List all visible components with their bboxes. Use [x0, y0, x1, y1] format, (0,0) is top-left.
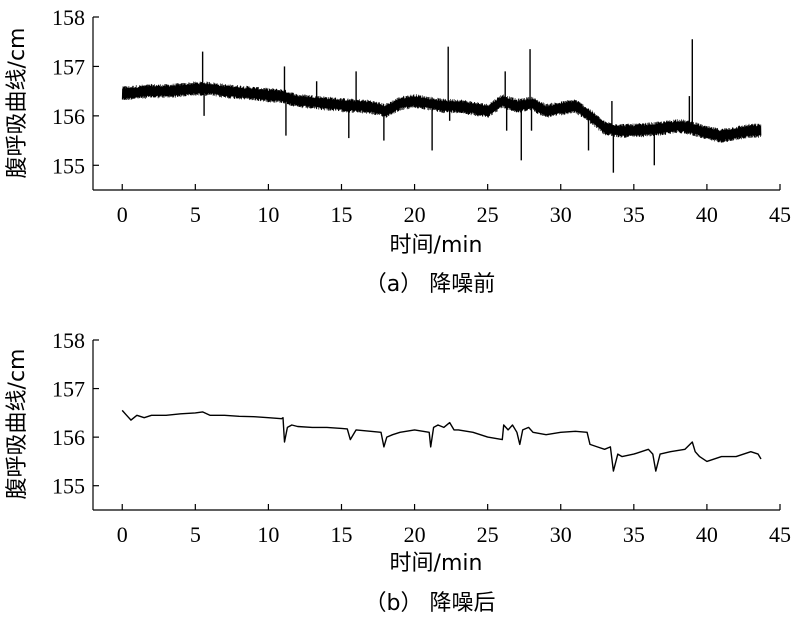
y-axis-label: 腹呼吸曲线/cm — [5, 28, 30, 179]
x-tick-label: 0 — [117, 522, 128, 547]
y-tick-labels: 155 156 157 158 — [52, 5, 85, 178]
x-tick-label: 30 — [550, 202, 572, 227]
x-tick-label: 20 — [404, 202, 426, 227]
x-tick-label: 25 — [477, 202, 499, 227]
y-tick-label: 157 — [52, 54, 85, 79]
x-tick-labels: 0 5 10 15 20 25 30 35 40 45 — [117, 202, 791, 227]
x-axis-label: 时间/min — [390, 233, 483, 258]
x-tick-label: 5 — [190, 522, 201, 547]
x-tick-label: 45 — [769, 202, 791, 227]
y-tick-label: 156 — [52, 104, 85, 129]
series-layer — [121, 39, 762, 173]
panel-caption-b: （b） 降噪后 — [365, 591, 496, 616]
y-tick-label: 155 — [52, 474, 85, 499]
tick-marks — [93, 339, 781, 510]
y-tick-label: 157 — [52, 377, 85, 402]
x-tick-label: 25 — [477, 522, 499, 547]
x-tick-label: 35 — [623, 202, 645, 227]
series-layer — [121, 409, 762, 472]
x-tick-label: 40 — [696, 522, 718, 547]
y-tick-label: 158 — [52, 328, 85, 353]
x-tick-label: 30 — [550, 522, 572, 547]
x-tick-label: 15 — [330, 202, 352, 227]
x-tick-label: 35 — [623, 522, 645, 547]
chart-panel-a: 0 5 10 15 20 25 30 35 40 45 155 156 157 158 时间/min 腹… — [5, 5, 791, 297]
x-tick-label: 10 — [257, 522, 279, 547]
x-tick-label: 15 — [330, 522, 352, 547]
y-tick-label: 155 — [52, 153, 85, 178]
x-tick-label: 0 — [117, 202, 128, 227]
x-tick-label: 45 — [769, 522, 791, 547]
chart-panel-b: 0 5 10 15 20 25 30 35 40 45 155 156 157 158 时间/min 腹… — [5, 328, 791, 616]
x-tick-label: 40 — [696, 202, 718, 227]
y-axis-label: 腹呼吸曲线/cm — [5, 349, 30, 500]
x-tick-label: 20 — [404, 522, 426, 547]
x-axis-label: 时间/min — [390, 551, 483, 576]
tick-marks — [93, 16, 781, 190]
panel-caption-a: （a） 降噪前 — [365, 272, 495, 297]
y-tick-label: 156 — [52, 425, 85, 450]
y-tick-labels: 155 156 157 158 — [52, 328, 85, 499]
x-tick-labels: 0 5 10 15 20 25 30 35 40 45 — [117, 522, 791, 547]
y-tick-label: 158 — [52, 5, 85, 30]
series-line — [121, 81, 762, 143]
x-tick-label: 5 — [190, 202, 201, 227]
series-line — [121, 409, 762, 472]
x-tick-label: 10 — [257, 202, 279, 227]
